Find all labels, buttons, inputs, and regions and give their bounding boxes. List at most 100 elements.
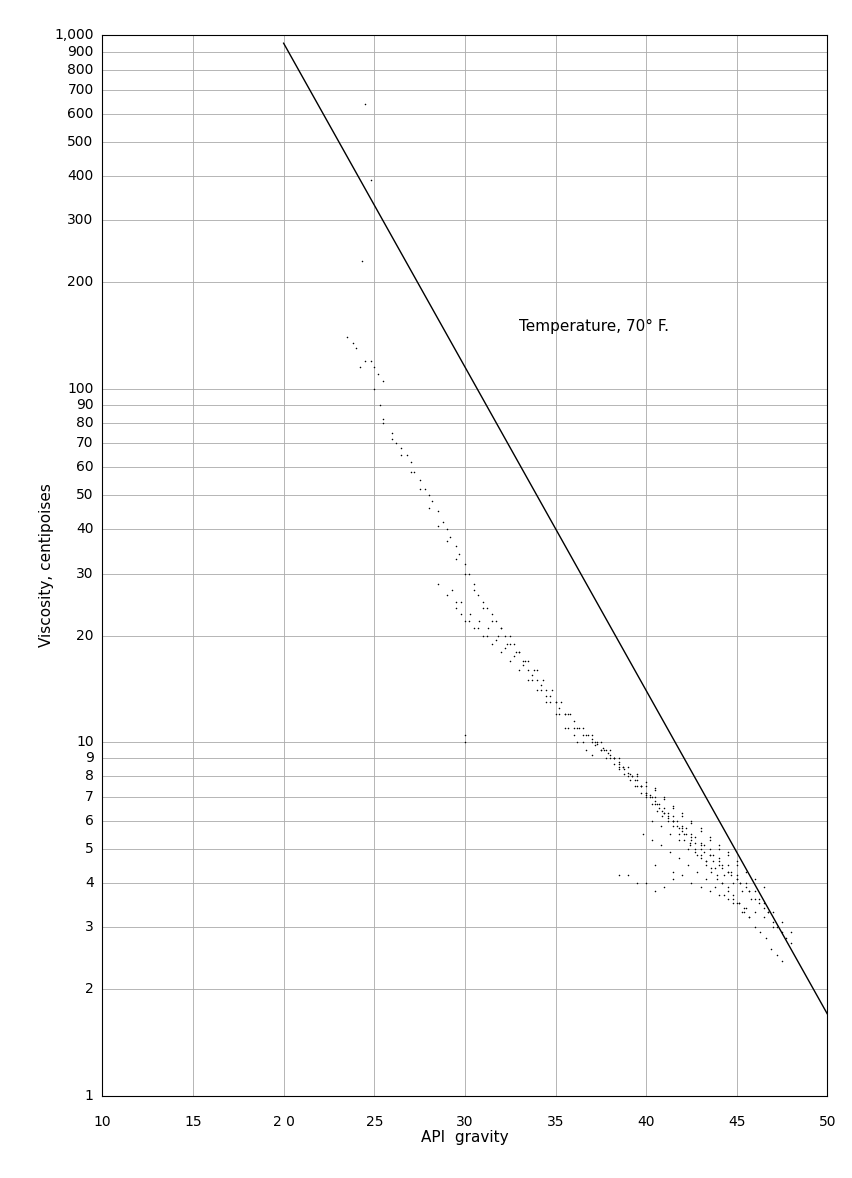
Point (612, 760, 625, 779)
Text: 10: 10 (94, 1114, 111, 1129)
Point (606, 749, 619, 768)
Text: 4: 4 (85, 875, 94, 889)
Point (452, 545, 466, 564)
Point (702, 846, 716, 865)
Point (774, 922, 788, 941)
Point (525, 666, 538, 684)
Text: 40: 40 (636, 1114, 654, 1129)
Point (612, 866, 625, 885)
Point (742, 907, 756, 926)
Point (539, 693, 553, 712)
Point (506, 634, 520, 653)
Point (421, 485, 435, 504)
Point (622, 770, 636, 789)
Point (684, 812, 698, 830)
Point (638, 776, 652, 795)
Point (543, 687, 556, 706)
Point (783, 934, 797, 953)
Point (783, 922, 797, 941)
Point (738, 878, 751, 896)
Point (649, 794, 663, 813)
Point (448, 593, 462, 611)
Point (628, 776, 642, 795)
Point (493, 618, 507, 637)
Point (731, 894, 745, 913)
Point (572, 719, 585, 737)
Point (675, 803, 688, 822)
Point (461, 564, 475, 583)
Point (417, 479, 431, 498)
Point (440, 587, 453, 605)
Point (680, 839, 694, 858)
Text: 35: 35 (546, 1114, 564, 1129)
Point (723, 866, 737, 885)
Point (763, 940, 777, 959)
Point (717, 886, 730, 905)
Point (720, 846, 734, 865)
Point (525, 670, 538, 689)
Point (638, 873, 652, 892)
Point (651, 799, 665, 818)
Point (485, 634, 498, 653)
Text: 50: 50 (76, 488, 94, 502)
Point (606, 749, 619, 768)
Point (506, 647, 520, 666)
Point (490, 627, 504, 646)
Point (498, 627, 511, 646)
Point (757, 878, 770, 896)
Point (688, 842, 701, 861)
Point (702, 839, 716, 858)
Point (693, 846, 706, 865)
Point (765, 918, 779, 937)
Text: 9: 9 (84, 752, 94, 766)
Text: 600: 600 (67, 107, 94, 120)
Point (493, 642, 507, 661)
Point (744, 889, 757, 908)
Point (704, 862, 717, 881)
Point (765, 913, 779, 932)
Point (720, 842, 734, 861)
Text: 10: 10 (76, 735, 94, 749)
Point (725, 889, 739, 908)
Point (653, 816, 666, 835)
Point (774, 913, 788, 932)
Point (548, 693, 561, 712)
Point (470, 587, 484, 605)
Point (570, 719, 584, 737)
Point (711, 855, 724, 874)
Point (711, 836, 724, 855)
Point (376, 410, 389, 429)
Point (475, 593, 489, 611)
Point (665, 799, 679, 818)
Point (644, 794, 658, 813)
Point (515, 656, 529, 675)
Point (751, 889, 764, 908)
Point (717, 866, 730, 885)
Point (475, 598, 489, 617)
Point (742, 881, 756, 900)
Point (601, 743, 614, 762)
Point (665, 812, 679, 830)
Point (757, 894, 770, 913)
Point (657, 789, 671, 808)
Text: 3: 3 (85, 920, 94, 934)
Point (655, 801, 669, 820)
Point (624, 767, 637, 786)
Point (729, 894, 743, 913)
Point (539, 681, 553, 700)
Point (612, 749, 625, 768)
Point (493, 618, 507, 637)
Point (458, 733, 471, 752)
Point (599, 741, 613, 760)
Point (665, 869, 679, 888)
Point (675, 816, 688, 835)
Point (503, 627, 516, 646)
Point (675, 866, 688, 885)
Point (657, 799, 671, 818)
Point (747, 881, 761, 900)
Point (642, 786, 656, 805)
Point (644, 787, 658, 806)
Point (584, 746, 598, 765)
Point (662, 842, 676, 861)
Point (671, 819, 685, 838)
